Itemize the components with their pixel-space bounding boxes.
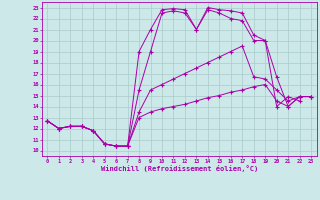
X-axis label: Windchill (Refroidissement éolien,°C): Windchill (Refroidissement éolien,°C): [100, 165, 258, 172]
